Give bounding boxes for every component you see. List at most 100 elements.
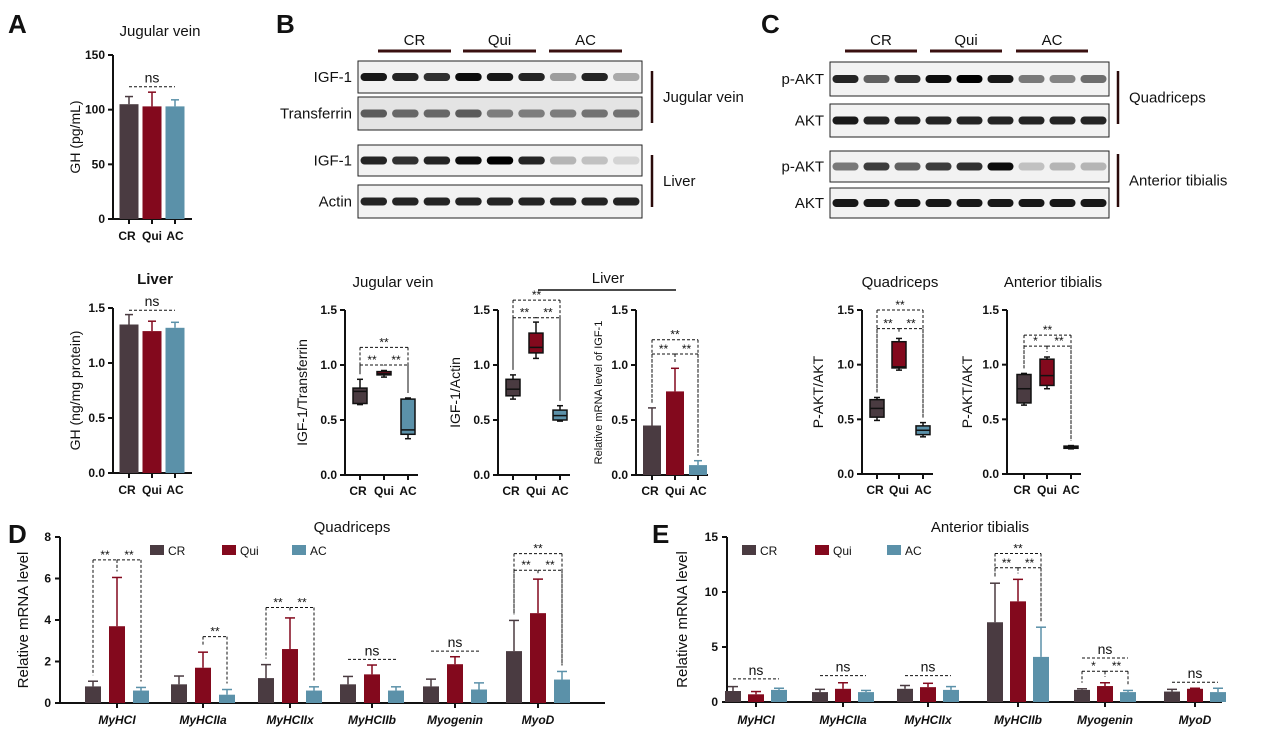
blot-band [549, 156, 577, 165]
bar-ac [388, 690, 404, 703]
y-axis-label: Relative mRNA level [674, 551, 691, 688]
legend-label: AC [905, 544, 922, 558]
y-tick-label: 15 [705, 530, 719, 544]
blot-band [518, 156, 545, 165]
y-tick-label: 10 [705, 585, 719, 599]
significance-label: ** [1013, 542, 1023, 556]
x-tick-label: AC [551, 484, 569, 498]
blot-band [1018, 75, 1045, 83]
legend-swatch-qui [222, 545, 236, 555]
x-tick-label: MyoD [522, 713, 555, 727]
blot-row-label: IGF-1 [314, 69, 352, 86]
blot-band [832, 199, 859, 207]
bar-ac [554, 679, 570, 703]
bar-qui [364, 674, 380, 703]
blot-band [1018, 116, 1045, 125]
y-tick-label: 0.5 [473, 413, 490, 427]
y-axis-label: P-AKT/AKT [959, 355, 975, 428]
blot-band [1080, 162, 1107, 171]
significance-label: ns [448, 634, 463, 650]
blot-band [863, 199, 890, 207]
chart-title: Jugular vein [353, 274, 434, 291]
y-tick-label: 1.5 [611, 303, 628, 317]
blot-band [894, 199, 921, 207]
blot-band [1049, 116, 1076, 125]
blot-band [832, 116, 859, 125]
significance-label: ns [836, 659, 851, 675]
y-tick-label: 0.0 [611, 468, 628, 482]
x-tick-label: MyHCIIx [904, 713, 953, 727]
bar-cr [423, 686, 439, 703]
significance-label: ** [883, 317, 893, 331]
y-tick-label: 0.0 [320, 468, 337, 482]
y-axis-label: IGF-1/Transferrin [294, 339, 310, 446]
blot-band [956, 199, 983, 207]
bar-cr [258, 678, 274, 703]
significance-label: ** [367, 353, 377, 367]
blot-band [549, 73, 577, 81]
bar-ac [771, 689, 787, 702]
significance-label: ** [659, 342, 669, 356]
legend-swatch-cr [742, 545, 756, 555]
bar-ac [165, 327, 185, 473]
significance-label: ns [1098, 641, 1113, 657]
x-tick-label: CR [349, 484, 367, 498]
bar-cr [119, 324, 139, 473]
chart-title: Anterior tibialis [931, 519, 1029, 536]
blot-band [486, 197, 514, 206]
bar-ac [471, 689, 487, 703]
y-axis-label: GH (ng/mg protein) [67, 331, 83, 451]
y-tick-label: 2 [44, 655, 51, 669]
panel-label-b: B [276, 9, 295, 39]
x-tick-label: Myogenin [1077, 713, 1133, 727]
y-tick-label: 0.5 [88, 411, 105, 425]
significance-label: ** [520, 306, 530, 320]
x-tick-label: CR [118, 483, 136, 497]
x-tick-label: AC [689, 484, 707, 498]
y-tick-label: 0 [98, 212, 105, 226]
blot-band [863, 116, 890, 125]
y-tick-label: 0.0 [982, 467, 999, 481]
bar-qui [447, 664, 463, 703]
bar-qui [1187, 688, 1203, 702]
bar-cr [725, 691, 741, 702]
x-tick-label: Qui [374, 484, 394, 498]
box-qui [891, 340, 907, 369]
blot-row-label: Transferrin [280, 106, 352, 123]
x-tick-label: Myogenin [427, 713, 483, 727]
blot-band [1049, 75, 1076, 83]
significance-label: ** [1043, 323, 1053, 337]
y-tick-label: 1.5 [473, 303, 490, 317]
blot-band [392, 73, 419, 81]
bar-qui [920, 687, 936, 702]
y-tick-label: 1.0 [611, 358, 628, 372]
legend-label: AC [310, 544, 327, 558]
blot-tissue-label: Liver [663, 173, 696, 190]
blot-band [486, 109, 514, 118]
legend-swatch-cr [150, 545, 164, 555]
box-qui [1039, 358, 1055, 387]
y-tick-label: 5 [711, 640, 718, 654]
blot-band [486, 156, 514, 165]
x-tick-label: MyHCI [98, 713, 136, 727]
panel-label-a: A [8, 9, 27, 39]
bar-qui [1010, 601, 1026, 702]
x-tick-label: MyHCIIa [179, 713, 227, 727]
blot-band [612, 197, 640, 206]
significance-label: ** [210, 625, 220, 639]
bar-qui [1097, 686, 1113, 702]
blot-band [612, 109, 640, 118]
y-tick-label: 0.5 [320, 413, 337, 427]
significance-label: ns [145, 293, 160, 309]
blot-band [581, 109, 608, 118]
significance-label: ** [1025, 556, 1035, 570]
panel-label-d: D [8, 519, 27, 549]
x-tick-label: MyHCIIa [819, 713, 867, 727]
y-axis-label: GH (pg/mL) [67, 100, 83, 173]
significance-label: ns [749, 662, 764, 678]
x-tick-label: AC [399, 484, 417, 498]
chart-title: Liver [137, 271, 173, 288]
significance-label: ** [391, 353, 401, 367]
box-qui [528, 332, 544, 354]
blot-band [549, 197, 577, 206]
